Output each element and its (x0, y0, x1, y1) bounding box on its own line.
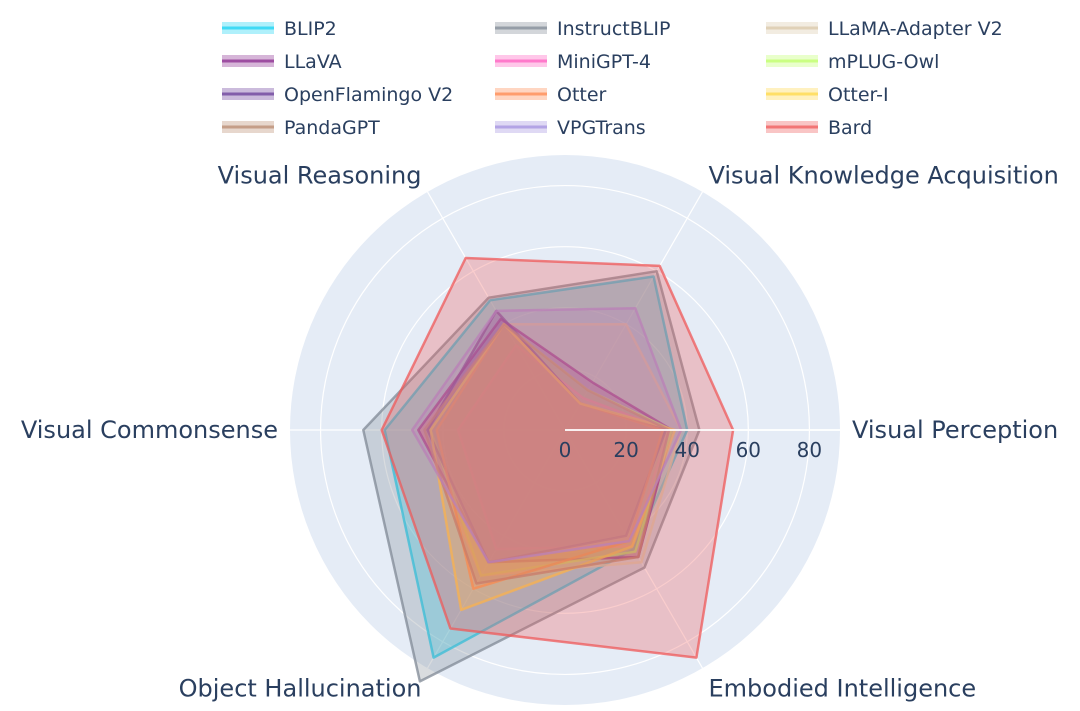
legend-label: LLaVA (284, 51, 342, 73)
radial-tick-label: 80 (797, 438, 822, 462)
radial-tick-label: 60 (736, 438, 761, 462)
series-polygon[interactable] (423, 322, 671, 585)
legend-label: mPLUG-Owl (828, 51, 939, 73)
legend-label: BLIP2 (284, 18, 337, 40)
legend-item[interactable]: mPLUG-Owl (766, 51, 939, 73)
axis-labels: Visual Perception Visual Knowledge Acquis… (21, 162, 1059, 703)
legend-item[interactable]: InstructBLIP (495, 18, 670, 40)
axis-label: Embodied Intelligence (709, 675, 977, 703)
axis-label: Visual Reasoning (218, 162, 422, 190)
legend-item[interactable]: Otter (495, 84, 607, 106)
legend-item[interactable]: MiniGPT-4 (495, 51, 651, 73)
legend-label: Otter (557, 84, 607, 106)
legend-label: LLaMA-Adapter V2 (828, 18, 1003, 40)
legend-label: Bard (828, 117, 872, 139)
axis-label: Visual Perception (852, 416, 1058, 444)
legend-label: VPGTrans (557, 117, 646, 139)
radial-tick-label: 0 (559, 438, 572, 462)
legend-item[interactable]: PandaGPT (222, 117, 380, 139)
axis-label: Visual Knowledge Acquisition (709, 162, 1059, 190)
legend-label: PandaGPT (284, 117, 380, 139)
legend-item[interactable]: LLaVA (222, 51, 342, 73)
legend-item[interactable]: Bard (766, 117, 872, 139)
legend-item[interactable]: LLaMA-Adapter V2 (766, 18, 1003, 40)
series-layer (362, 256, 735, 683)
series-polygon[interactable] (380, 256, 735, 659)
series-polygon[interactable] (410, 307, 683, 564)
legend-item[interactable]: OpenFlamingo V2 (222, 84, 453, 106)
legend-label: Otter-I (828, 84, 889, 106)
legend-label: InstructBLIP (557, 18, 670, 40)
legend-item[interactable]: Otter-I (766, 84, 889, 106)
legend-item[interactable]: VPGTrans (495, 117, 646, 139)
legend-label: OpenFlamingo V2 (284, 84, 453, 106)
series-polygon[interactable] (362, 269, 701, 683)
legend: BLIP2 InstructBLIP LLaMA-Adapter V2 LLaVA Mi… (222, 18, 1003, 139)
radial-tick-label: 20 (613, 438, 638, 462)
axis-label: Visual Commonsense (21, 416, 278, 444)
series-polygon[interactable] (429, 322, 677, 612)
radial-tick-label: 40 (674, 438, 699, 462)
axis-label: Object Hallucination (179, 675, 422, 703)
legend-label: MiniGPT-4 (557, 51, 651, 73)
radial-axis: 0 20 40 60 80 (559, 429, 840, 462)
legend-item[interactable]: BLIP2 (222, 18, 337, 40)
